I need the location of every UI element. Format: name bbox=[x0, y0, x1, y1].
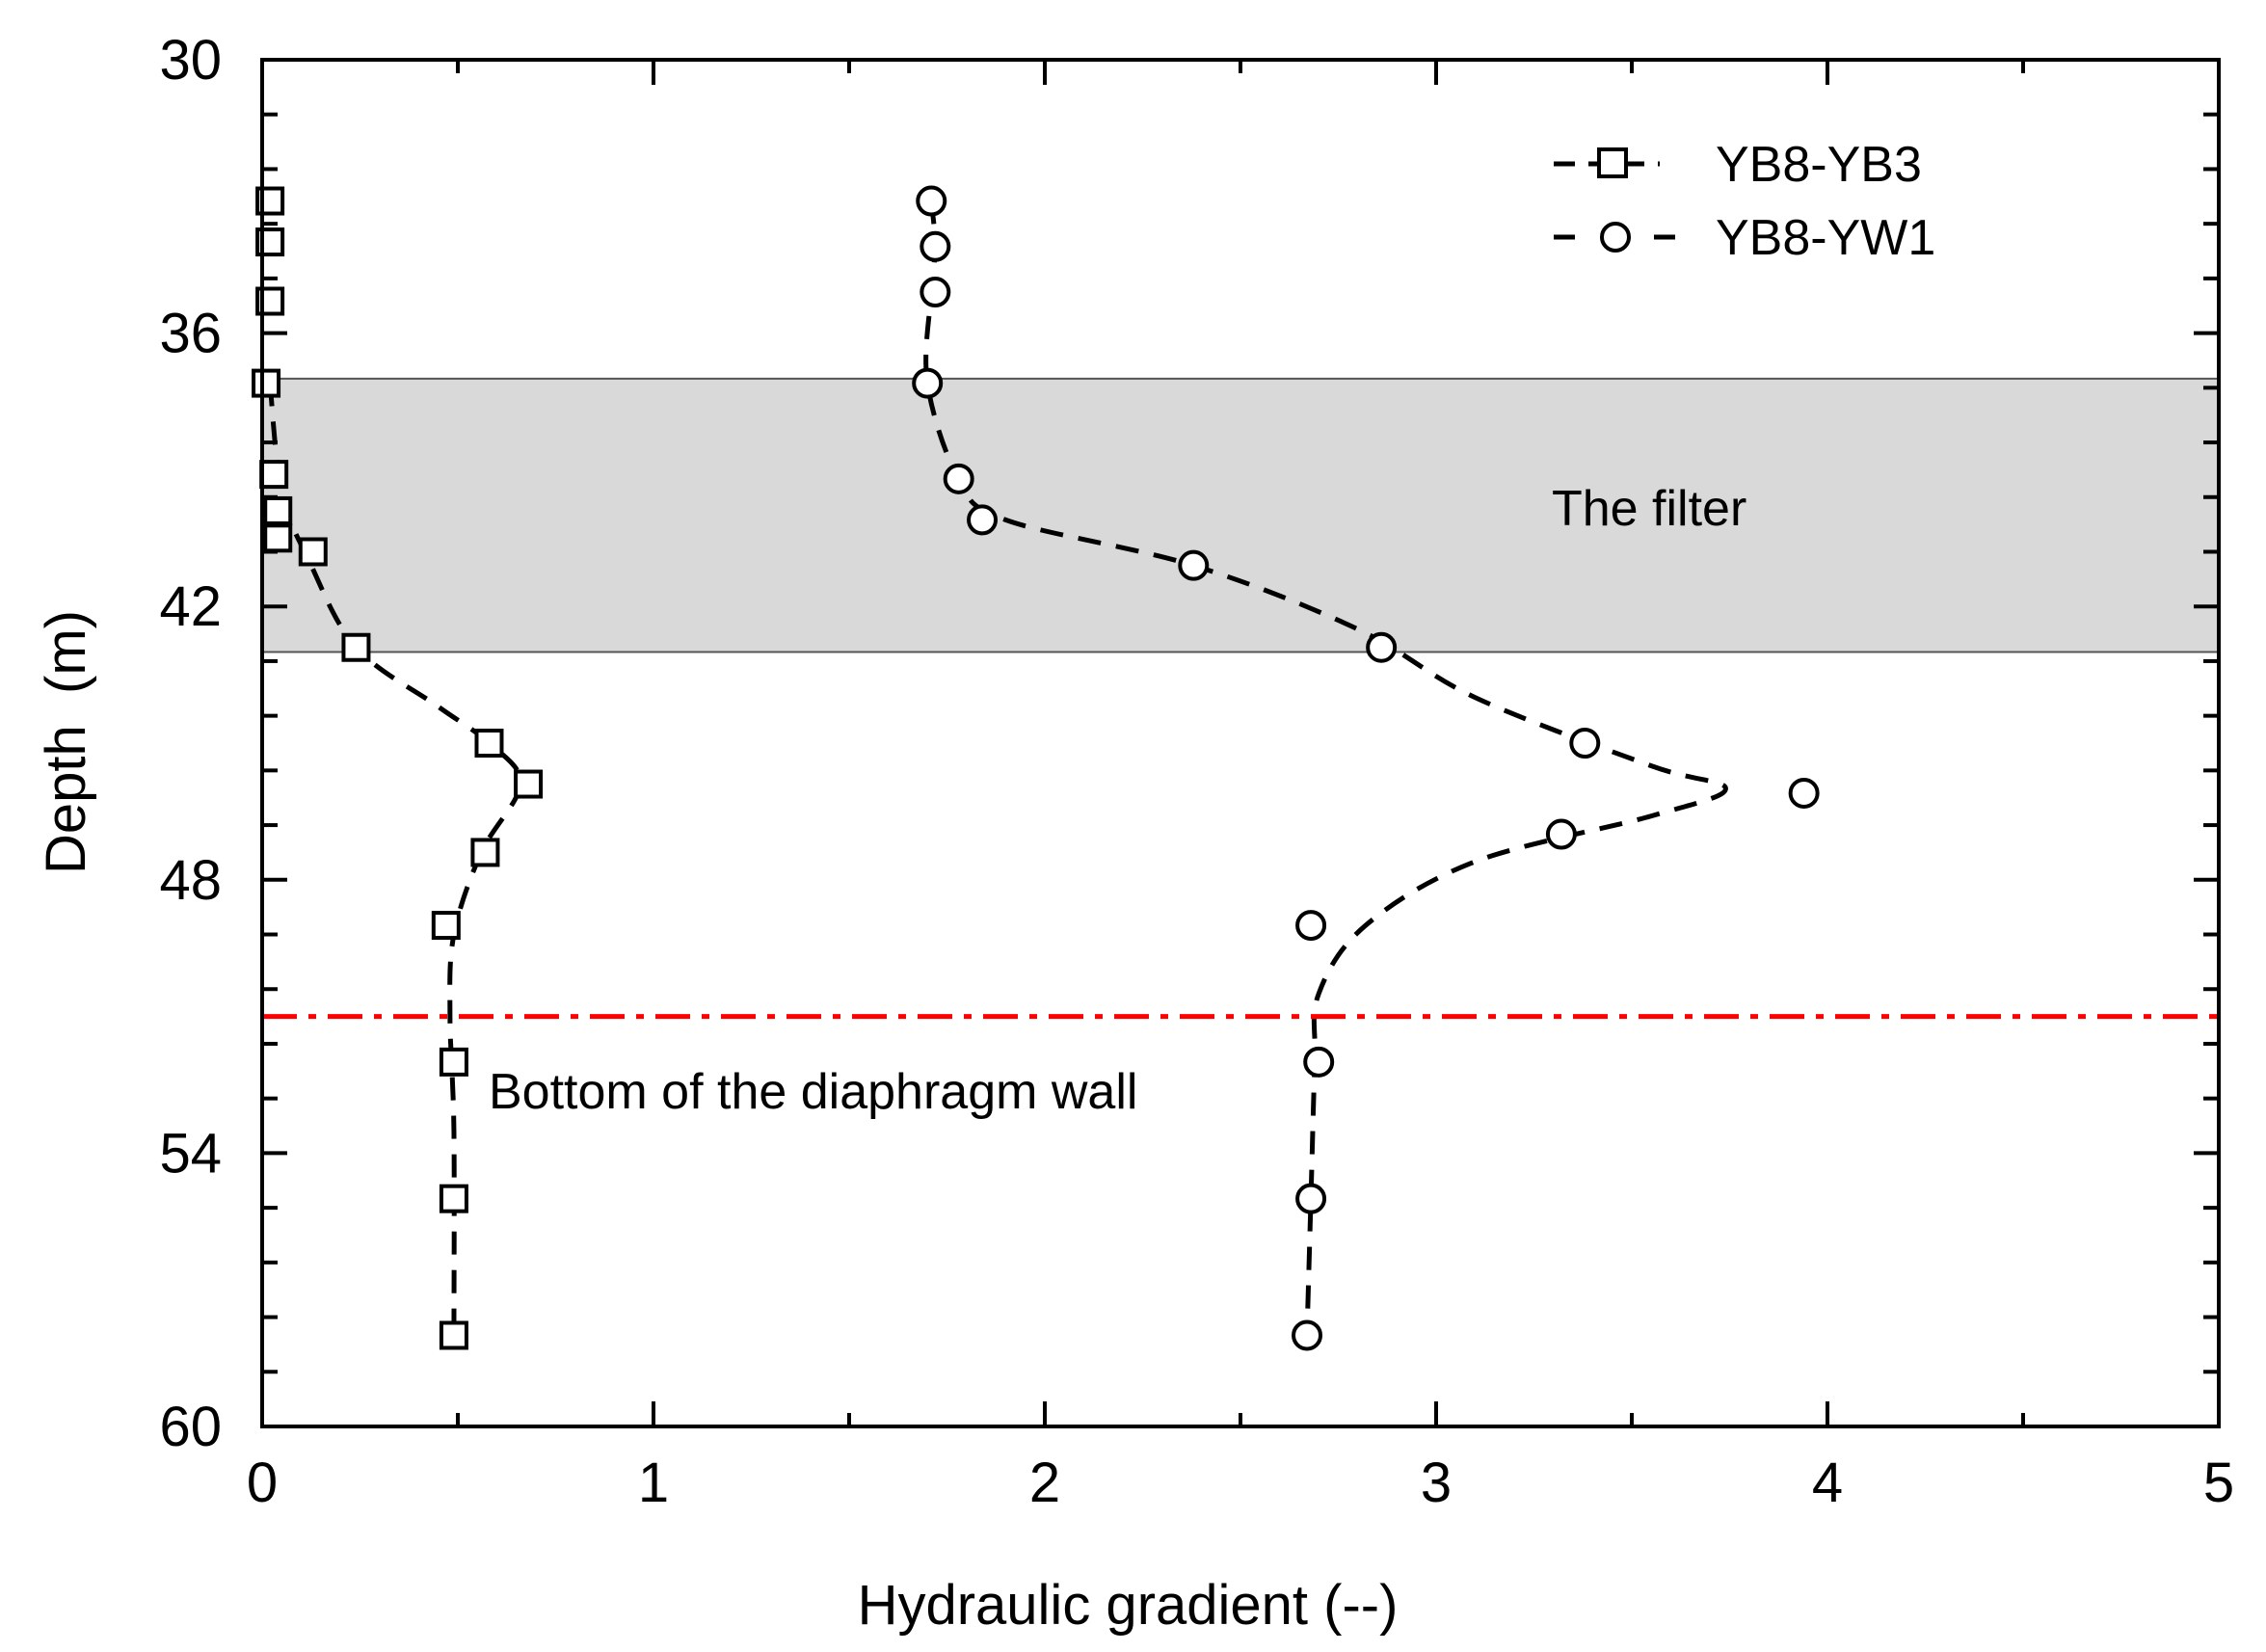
legend-entry-yb8-yw1: YB8-YW1 bbox=[1554, 210, 1935, 266]
legend-marker-square bbox=[1597, 147, 1628, 178]
tick-labels-layer: 0 1 2 3 4 5 30 36 42 48 54 60 bbox=[159, 29, 2234, 1514]
data-point-circle bbox=[1545, 818, 1577, 850]
data-point-circle bbox=[1303, 1046, 1335, 1078]
data-point-square bbox=[439, 1047, 468, 1077]
data-point-circle bbox=[967, 504, 999, 536]
data-point-square bbox=[341, 632, 371, 662]
x-axis-title: Hydraulic gradient (--) bbox=[858, 1574, 1399, 1637]
data-point-square bbox=[259, 460, 289, 490]
y-tick-label: 36 bbox=[159, 303, 222, 365]
y-tick-label: 48 bbox=[159, 849, 222, 912]
legend-marker-circle bbox=[1600, 222, 1631, 253]
filter-region bbox=[261, 377, 2220, 653]
fit-curve-yb8-yw1 bbox=[923, 200, 1728, 1336]
y-tick-label: 42 bbox=[159, 575, 222, 638]
x-tick-label: 0 bbox=[247, 1452, 278, 1514]
data-point-square bbox=[514, 769, 544, 799]
legend-label-yb8-yb3: YB8-YB3 bbox=[1716, 137, 1922, 193]
region-layer bbox=[261, 377, 2220, 653]
data-point-square bbox=[470, 838, 500, 867]
y-tick-label: 30 bbox=[159, 29, 222, 92]
data-point-circle bbox=[943, 463, 974, 494]
data-point-circle bbox=[1178, 549, 1210, 581]
data-point-circle bbox=[1295, 910, 1327, 942]
data-point-circle bbox=[1788, 777, 1820, 809]
plot-frame bbox=[260, 58, 2221, 1428]
markers-layer bbox=[252, 185, 1820, 1351]
data-point-circle bbox=[912, 367, 944, 399]
data-point-square bbox=[252, 368, 281, 398]
data-point-circle bbox=[1295, 1183, 1327, 1214]
data-point-square bbox=[474, 729, 504, 758]
data-point-square bbox=[263, 495, 293, 525]
data-point-circle bbox=[920, 230, 951, 262]
data-point-circle bbox=[920, 277, 951, 308]
x-tick-label: 5 bbox=[2203, 1452, 2234, 1514]
data-point-circle bbox=[1366, 631, 1398, 663]
y-tick-label: 54 bbox=[159, 1122, 222, 1185]
data-point-square bbox=[431, 911, 461, 941]
legend: YB8-YB3 YB8-YW1 bbox=[1554, 137, 1935, 266]
data-point-circle bbox=[1292, 1319, 1323, 1351]
x-tick-label: 1 bbox=[638, 1452, 669, 1514]
data-point-square bbox=[263, 523, 293, 553]
data-point-circle bbox=[1569, 728, 1601, 759]
x-tick-label: 4 bbox=[1812, 1452, 1843, 1514]
x-tick-label: 3 bbox=[1421, 1452, 1452, 1514]
fit-curves-layer bbox=[267, 200, 1728, 1336]
y-axis-title: Depth (m) bbox=[35, 610, 97, 874]
legend-label-yb8-yw1: YB8-YW1 bbox=[1716, 210, 1935, 266]
data-point-square bbox=[439, 1320, 468, 1350]
data-point-circle bbox=[916, 185, 947, 217]
data-point-square bbox=[439, 1184, 468, 1213]
diaphragm-wall-label: Bottom of the diaphragm wall bbox=[489, 1064, 1137, 1120]
filter-region-label: The filter bbox=[1552, 481, 1746, 537]
x-tick-label: 2 bbox=[1029, 1452, 1060, 1514]
data-point-square bbox=[298, 537, 328, 567]
legend-entry-yb8-yb3: YB8-YB3 bbox=[1554, 137, 1922, 193]
y-tick-label: 60 bbox=[159, 1396, 222, 1458]
